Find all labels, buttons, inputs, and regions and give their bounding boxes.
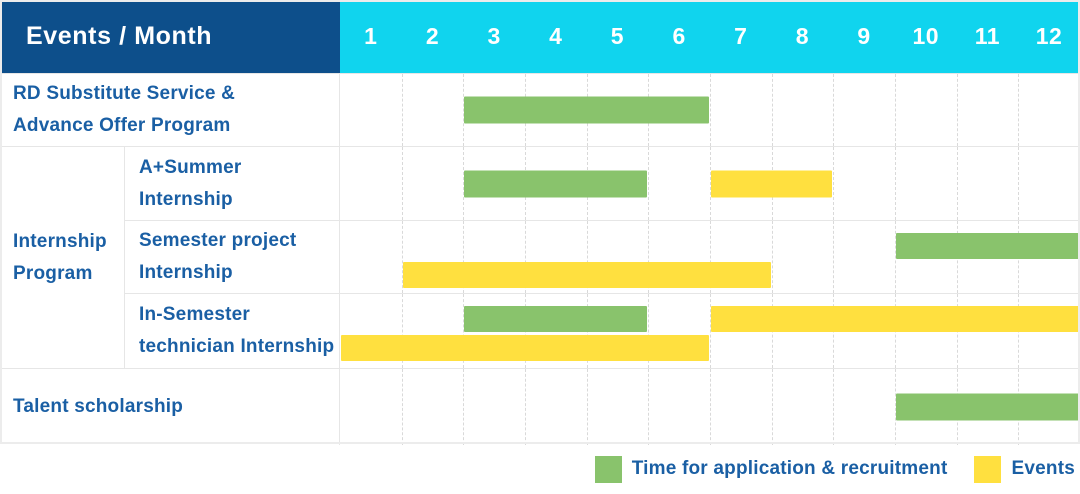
- month-gridline: [771, 74, 773, 146]
- chart-row-talent-scholarship: [340, 369, 1080, 445]
- month-gridline: [1018, 147, 1020, 220]
- events-bar: [711, 170, 833, 197]
- month-gridline: [525, 369, 526, 445]
- chart-row-a-summer: [340, 147, 1080, 220]
- legend-item-events: Events: [974, 455, 1075, 483]
- month-gridline: [710, 221, 711, 293]
- month-gridline: [586, 369, 588, 445]
- month-header-9: 9: [857, 23, 871, 49]
- month-header-7: 7: [734, 23, 748, 49]
- group-label-internship-program: Internship Program: [0, 147, 125, 368]
- legend-label-events: Events: [1011, 458, 1075, 479]
- month-gridline: [710, 147, 711, 220]
- month-header-10: 10: [912, 23, 940, 49]
- month-header: 1 2 3 4 5 6 7 8 9 10 11 12: [340, 0, 1080, 73]
- events-month-header: Events / Month: [0, 0, 340, 73]
- month-gridline: [771, 369, 773, 445]
- month-header-2: 2: [425, 23, 440, 49]
- month-gridline: [833, 369, 835, 445]
- month-gridline: [956, 74, 958, 146]
- month-gridline: [895, 221, 896, 293]
- month-gridline: [648, 147, 650, 220]
- month-gridline: [401, 221, 403, 293]
- month-gridline: [586, 221, 588, 293]
- row-label-semester-project: Semester project Internship: [125, 221, 340, 293]
- month-header-11: 11: [974, 23, 1001, 49]
- events-swatch: [974, 455, 1002, 483]
- header-row: Events / Month 1 2 3 4 5 6 7 8 9 10 11 1…: [0, 0, 1080, 73]
- row-rd-substitute: RD Substitute Service & Advance Offer Pr…: [0, 73, 1080, 146]
- month-gridline: [710, 369, 711, 445]
- chart-row-in-semester: [340, 294, 1080, 368]
- legend-label-application: Time for application & recruitment: [631, 458, 948, 479]
- row-label-rd-substitute: RD Substitute Service & Advance Offer Pr…: [0, 74, 340, 146]
- month-header-4: 4: [549, 23, 563, 49]
- month-gridline: [463, 294, 465, 368]
- row-label-in-semester: In-Semester technician Internship: [125, 294, 340, 368]
- month-gridline: [956, 147, 958, 220]
- month-gridline: [648, 369, 650, 445]
- chart-row-semester-project: [340, 221, 1080, 293]
- month-gridline: [648, 221, 650, 293]
- events-bar: [341, 335, 709, 361]
- month-gridline: [401, 294, 403, 368]
- month-header-3: 3: [487, 23, 501, 49]
- month-header-12: 12: [1035, 23, 1063, 49]
- row-label-a-summer: A+Summer Internship: [125, 147, 340, 220]
- chart-row-rd-substitute: [340, 74, 1080, 146]
- application-swatch: [594, 455, 622, 483]
- legend-item-application: Time for application & recruitment: [594, 455, 948, 483]
- month-gridline: [463, 221, 465, 293]
- application-bar: [896, 393, 1079, 421]
- application-bar: [464, 96, 709, 124]
- month-gridline: [525, 221, 526, 293]
- application-bar: [464, 306, 648, 332]
- row-a-summer: A+Summer Internship: [125, 147, 1080, 220]
- month-gridline: [401, 147, 403, 220]
- events-bar: [402, 262, 771, 288]
- month-gridline: [401, 74, 403, 146]
- month-gridline: [771, 221, 773, 293]
- month-gridline: [463, 369, 465, 445]
- month-gridline: [895, 74, 896, 146]
- month-gridline: [710, 74, 711, 146]
- month-gridline: [833, 221, 835, 293]
- month-gridline: [710, 294, 711, 368]
- month-gridline: [401, 369, 403, 445]
- application-bar: [464, 170, 648, 197]
- events-bar: [711, 306, 1079, 332]
- schedule-table: Events / Month 1 2 3 4 5 6 7 8 9 10 11 1…: [0, 0, 1080, 445]
- row-label-talent-scholarship: Talent scholarship: [0, 369, 340, 445]
- month-gridline: [648, 294, 650, 368]
- row-semester-project: Semester project Internship: [125, 220, 1080, 293]
- row-talent-scholarship: Talent scholarship: [0, 368, 1080, 445]
- legend: Time for application & recruitment Event…: [0, 444, 1080, 494]
- row-in-semester: In-Semester technician Internship: [125, 293, 1080, 368]
- month-gridline: [895, 147, 896, 220]
- month-gridline: [1018, 74, 1020, 146]
- month-gridline: [895, 369, 896, 445]
- month-gridline: [833, 74, 835, 146]
- application-bar: [896, 233, 1079, 259]
- month-gridline: [463, 74, 465, 146]
- month-header-6: 6: [672, 23, 686, 49]
- month-header-5: 5: [610, 23, 625, 49]
- month-header-8: 8: [795, 23, 810, 49]
- month-gridline: [463, 147, 465, 220]
- month-gridline: [833, 147, 835, 220]
- internship-program-block: Internship Program A+Summer Internship S…: [0, 146, 1080, 368]
- month-header-1: 1: [364, 23, 378, 49]
